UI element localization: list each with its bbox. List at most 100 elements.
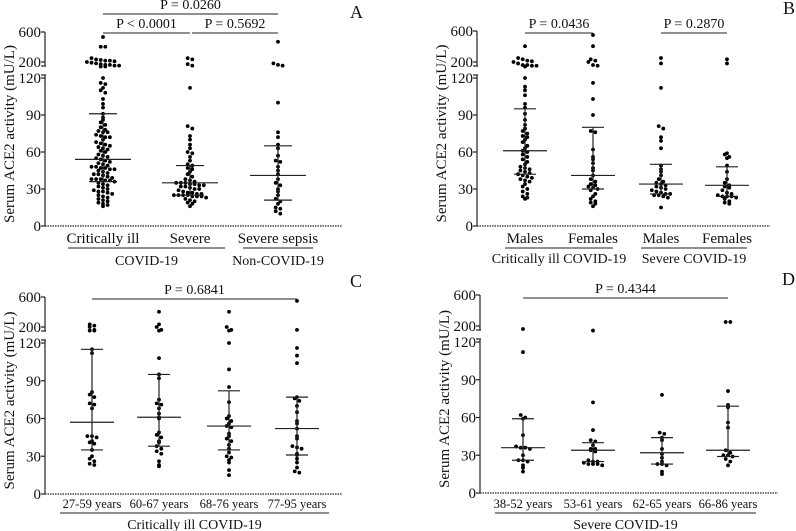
data-point — [297, 470, 302, 475]
group-3: 66-86 years — [699, 320, 758, 511]
data-point — [108, 167, 112, 172]
data-point — [96, 129, 101, 133]
group-label: Critically ill COVID-19 — [492, 252, 627, 267]
data-point — [525, 135, 530, 140]
data-point — [85, 434, 90, 439]
data-point — [92, 441, 97, 446]
data-point — [660, 392, 664, 397]
data-point — [591, 113, 595, 117]
data-point — [273, 180, 278, 185]
data-point — [98, 81, 103, 85]
y-tick-label: 200 — [451, 55, 474, 71]
data-point — [94, 57, 98, 62]
data-point — [659, 146, 663, 151]
data-point — [588, 177, 593, 182]
data-point — [525, 187, 530, 191]
data-point — [94, 132, 98, 137]
y-tick-label: 30 — [461, 448, 476, 464]
data-point — [94, 177, 98, 182]
data-point — [530, 176, 534, 180]
data-point — [273, 158, 278, 163]
data-point — [157, 464, 161, 469]
data-point — [723, 320, 728, 324]
data-point — [591, 462, 595, 466]
data-point — [89, 56, 94, 61]
data-point — [101, 85, 105, 90]
data-point — [595, 462, 600, 466]
data-point — [593, 183, 598, 188]
group-0: Males — [503, 44, 547, 247]
data-point — [101, 198, 105, 203]
data-point — [728, 459, 733, 464]
data-point — [593, 130, 598, 135]
data-point — [227, 468, 231, 472]
data-point — [523, 196, 527, 201]
group-label: COVID-19 — [115, 254, 178, 269]
x-category-label: 77-95 years — [268, 497, 327, 511]
data-point — [185, 200, 190, 205]
data-point — [98, 120, 103, 125]
x-category-label: 66-86 years — [699, 497, 758, 511]
group-label: Critically ill COVID-19 — [127, 518, 262, 531]
data-point — [188, 137, 192, 142]
data-point — [278, 159, 283, 164]
group-2: Severe sepsis — [238, 39, 318, 247]
data-point — [154, 325, 159, 329]
data-point — [101, 182, 105, 186]
x-category-label: Critically ill — [67, 231, 140, 247]
data-point — [101, 194, 105, 199]
y-tick-label: 60 — [461, 411, 476, 427]
data-point — [172, 193, 176, 198]
group-1: Females — [568, 33, 618, 247]
data-point — [227, 385, 231, 389]
y-tick-label: 30 — [26, 182, 41, 198]
group-label: Non-COVID-19 — [232, 254, 324, 269]
data-point — [722, 196, 727, 201]
data-point — [185, 62, 190, 67]
data-point — [659, 85, 663, 90]
data-point — [101, 35, 105, 39]
data-point — [227, 450, 231, 455]
data-point — [525, 131, 530, 136]
data-point — [101, 204, 105, 209]
data-point — [659, 139, 663, 143]
data-point — [105, 171, 110, 175]
data-point — [292, 469, 297, 474]
p-value-label: P = 0.5692 — [205, 17, 266, 32]
data-point — [722, 180, 727, 185]
data-point — [103, 127, 108, 132]
data-point — [190, 57, 195, 62]
data-point — [92, 323, 97, 328]
data-point — [188, 204, 192, 209]
data-point — [229, 439, 234, 444]
data-point — [591, 44, 595, 49]
data-point — [280, 63, 285, 68]
data-point — [227, 309, 231, 314]
data-point — [227, 328, 231, 333]
data-point — [591, 400, 595, 405]
data-point — [224, 416, 229, 421]
data-point — [89, 60, 94, 65]
group-label: Severe COVID-19 — [573, 518, 678, 531]
p-value-label: P < 0.0001 — [116, 17, 177, 32]
data-point — [117, 63, 121, 68]
y-tick-label: 120 — [451, 71, 474, 87]
data-point — [204, 195, 209, 200]
data-point — [183, 196, 188, 201]
data-point — [185, 150, 190, 154]
data-point — [103, 150, 108, 154]
data-point — [105, 147, 110, 152]
p-value-label: P = 0.6841 — [164, 283, 225, 298]
data-point — [190, 151, 195, 156]
data-point — [728, 320, 733, 324]
data-point — [94, 140, 98, 145]
data-point — [108, 62, 112, 67]
x-category-label: Females — [702, 231, 752, 247]
data-point — [105, 203, 110, 207]
data-point — [276, 201, 280, 206]
data-point — [659, 61, 663, 66]
y-axis-label: Serum ACE2 activity (mU/L) — [434, 45, 450, 223]
x-category-label: Females — [568, 231, 618, 247]
data-point — [192, 199, 197, 204]
data-point — [520, 152, 525, 157]
